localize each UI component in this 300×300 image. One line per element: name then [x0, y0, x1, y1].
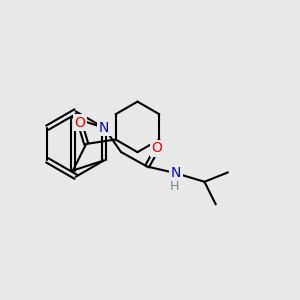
Text: N: N — [171, 166, 181, 180]
Text: N: N — [99, 121, 109, 135]
Text: O: O — [152, 141, 163, 155]
Text: H: H — [170, 180, 179, 193]
Text: O: O — [74, 116, 85, 130]
